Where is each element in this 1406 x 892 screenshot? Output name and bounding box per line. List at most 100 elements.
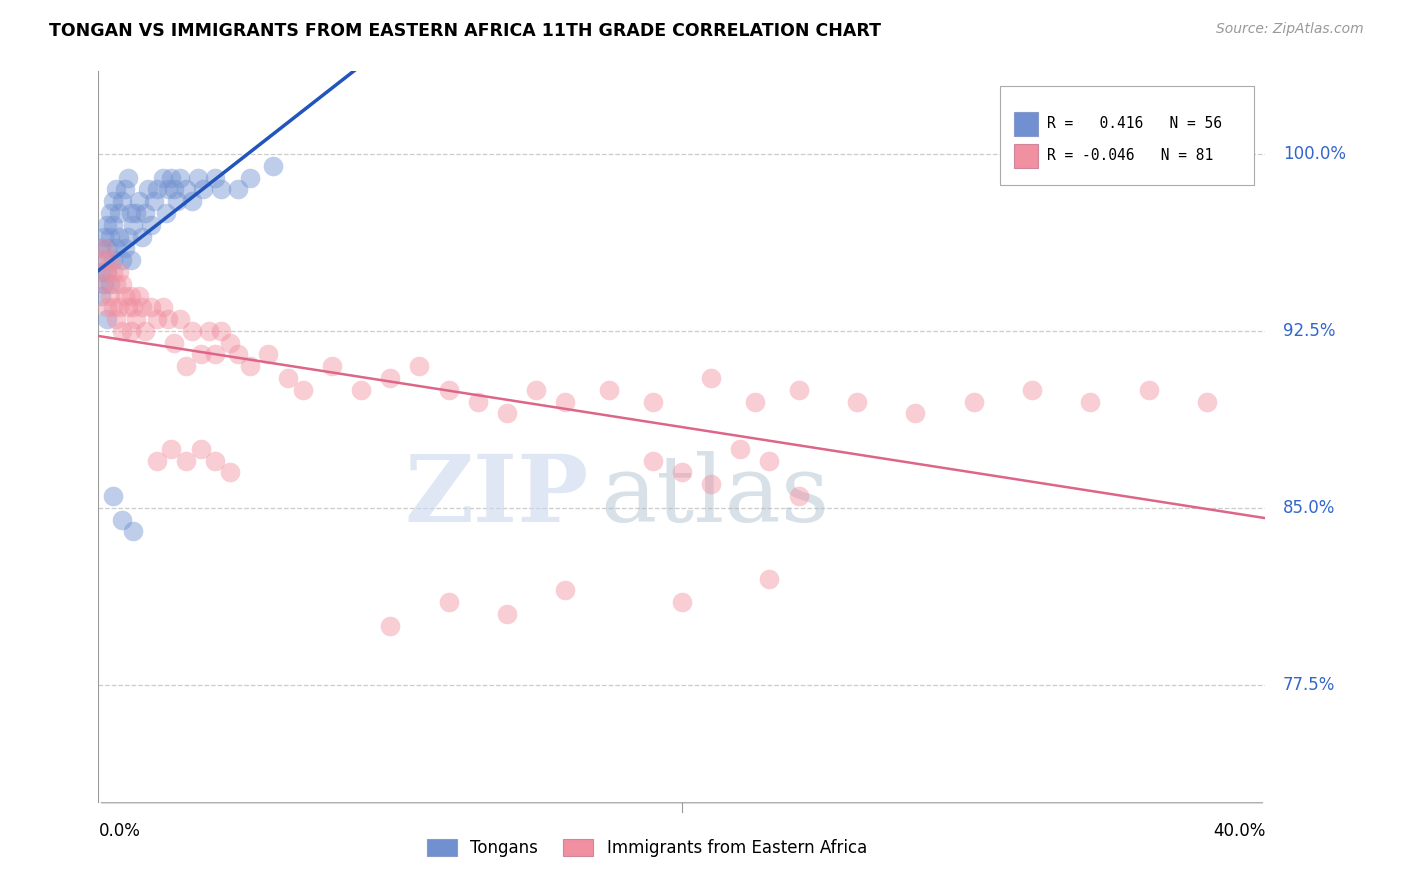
Point bbox=[174, 359, 197, 374]
Point bbox=[166, 194, 188, 208]
Point bbox=[598, 383, 620, 397]
Point bbox=[321, 359, 343, 374]
Point bbox=[98, 206, 121, 220]
Point bbox=[96, 218, 118, 232]
Point bbox=[256, 347, 278, 361]
Point bbox=[120, 324, 142, 338]
Point bbox=[101, 301, 124, 315]
Point bbox=[101, 253, 124, 268]
Point bbox=[157, 312, 180, 326]
Point bbox=[218, 335, 240, 350]
Point bbox=[108, 206, 131, 220]
Point bbox=[554, 394, 576, 409]
Point bbox=[125, 312, 148, 326]
Point bbox=[218, 466, 240, 480]
Point bbox=[93, 253, 115, 268]
FancyBboxPatch shape bbox=[1015, 112, 1038, 136]
Point bbox=[146, 312, 169, 326]
FancyBboxPatch shape bbox=[1015, 144, 1038, 168]
Point bbox=[744, 394, 766, 409]
Point bbox=[190, 347, 212, 361]
Point bbox=[101, 218, 124, 232]
Point bbox=[554, 583, 576, 598]
Point bbox=[190, 442, 212, 456]
Point bbox=[758, 572, 780, 586]
Point bbox=[169, 170, 191, 185]
Point bbox=[117, 229, 139, 244]
Point bbox=[122, 301, 145, 315]
Text: 40.0%: 40.0% bbox=[1213, 822, 1265, 839]
Text: R = -0.046   N = 81: R = -0.046 N = 81 bbox=[1046, 148, 1213, 163]
Point bbox=[239, 170, 262, 185]
Point bbox=[228, 182, 250, 196]
Point bbox=[134, 206, 156, 220]
Text: R =   0.416   N = 56: R = 0.416 N = 56 bbox=[1046, 116, 1222, 131]
Point bbox=[904, 407, 927, 421]
Point bbox=[117, 170, 139, 185]
Point bbox=[262, 159, 284, 173]
Point bbox=[96, 265, 118, 279]
Point bbox=[96, 312, 118, 326]
Point bbox=[96, 265, 118, 279]
Point bbox=[90, 265, 112, 279]
Point bbox=[114, 182, 136, 196]
Point bbox=[122, 524, 145, 539]
Point bbox=[277, 371, 299, 385]
Point bbox=[193, 182, 215, 196]
Point bbox=[90, 253, 112, 268]
Text: TONGAN VS IMMIGRANTS FROM EASTERN AFRICA 11TH GRADE CORRELATION CHART: TONGAN VS IMMIGRANTS FROM EASTERN AFRICA… bbox=[49, 22, 882, 40]
Point bbox=[101, 194, 124, 208]
Point bbox=[98, 277, 121, 291]
Point bbox=[104, 241, 127, 255]
Point bbox=[93, 277, 115, 291]
Point bbox=[174, 182, 197, 196]
Point bbox=[139, 301, 162, 315]
Point bbox=[174, 453, 197, 467]
Point bbox=[437, 595, 460, 609]
Point bbox=[641, 394, 664, 409]
Point bbox=[180, 324, 202, 338]
Point bbox=[1021, 383, 1043, 397]
Point bbox=[134, 324, 156, 338]
Point bbox=[524, 383, 547, 397]
Point bbox=[101, 489, 124, 503]
Point bbox=[169, 312, 191, 326]
Point bbox=[239, 359, 262, 374]
Point bbox=[291, 383, 314, 397]
Point bbox=[730, 442, 752, 456]
Point bbox=[108, 301, 131, 315]
Point bbox=[157, 182, 180, 196]
Point bbox=[155, 206, 177, 220]
Point bbox=[671, 595, 693, 609]
Point bbox=[93, 277, 115, 291]
Point bbox=[101, 265, 124, 279]
Point bbox=[787, 489, 810, 503]
Point bbox=[209, 324, 232, 338]
Point bbox=[96, 241, 118, 255]
Point bbox=[204, 347, 226, 361]
Point bbox=[1195, 394, 1218, 409]
Point bbox=[120, 206, 142, 220]
Point bbox=[408, 359, 430, 374]
Legend: Tongans, Immigrants from Eastern Africa: Tongans, Immigrants from Eastern Africa bbox=[420, 832, 873, 864]
Point bbox=[111, 513, 134, 527]
Point bbox=[139, 218, 162, 232]
Point bbox=[90, 241, 112, 255]
Point bbox=[128, 194, 150, 208]
Point bbox=[787, 383, 810, 397]
Point bbox=[758, 453, 780, 467]
Point bbox=[93, 241, 115, 255]
Point bbox=[125, 206, 148, 220]
Point bbox=[131, 301, 153, 315]
FancyBboxPatch shape bbox=[1000, 86, 1254, 185]
Point bbox=[90, 288, 112, 302]
Point bbox=[1137, 383, 1160, 397]
Point bbox=[209, 182, 232, 196]
Point bbox=[671, 466, 693, 480]
Text: atlas: atlas bbox=[600, 450, 830, 541]
Point bbox=[122, 218, 145, 232]
Text: 77.5%: 77.5% bbox=[1282, 676, 1336, 694]
Point bbox=[496, 407, 519, 421]
Point bbox=[187, 170, 209, 185]
Point bbox=[350, 383, 373, 397]
